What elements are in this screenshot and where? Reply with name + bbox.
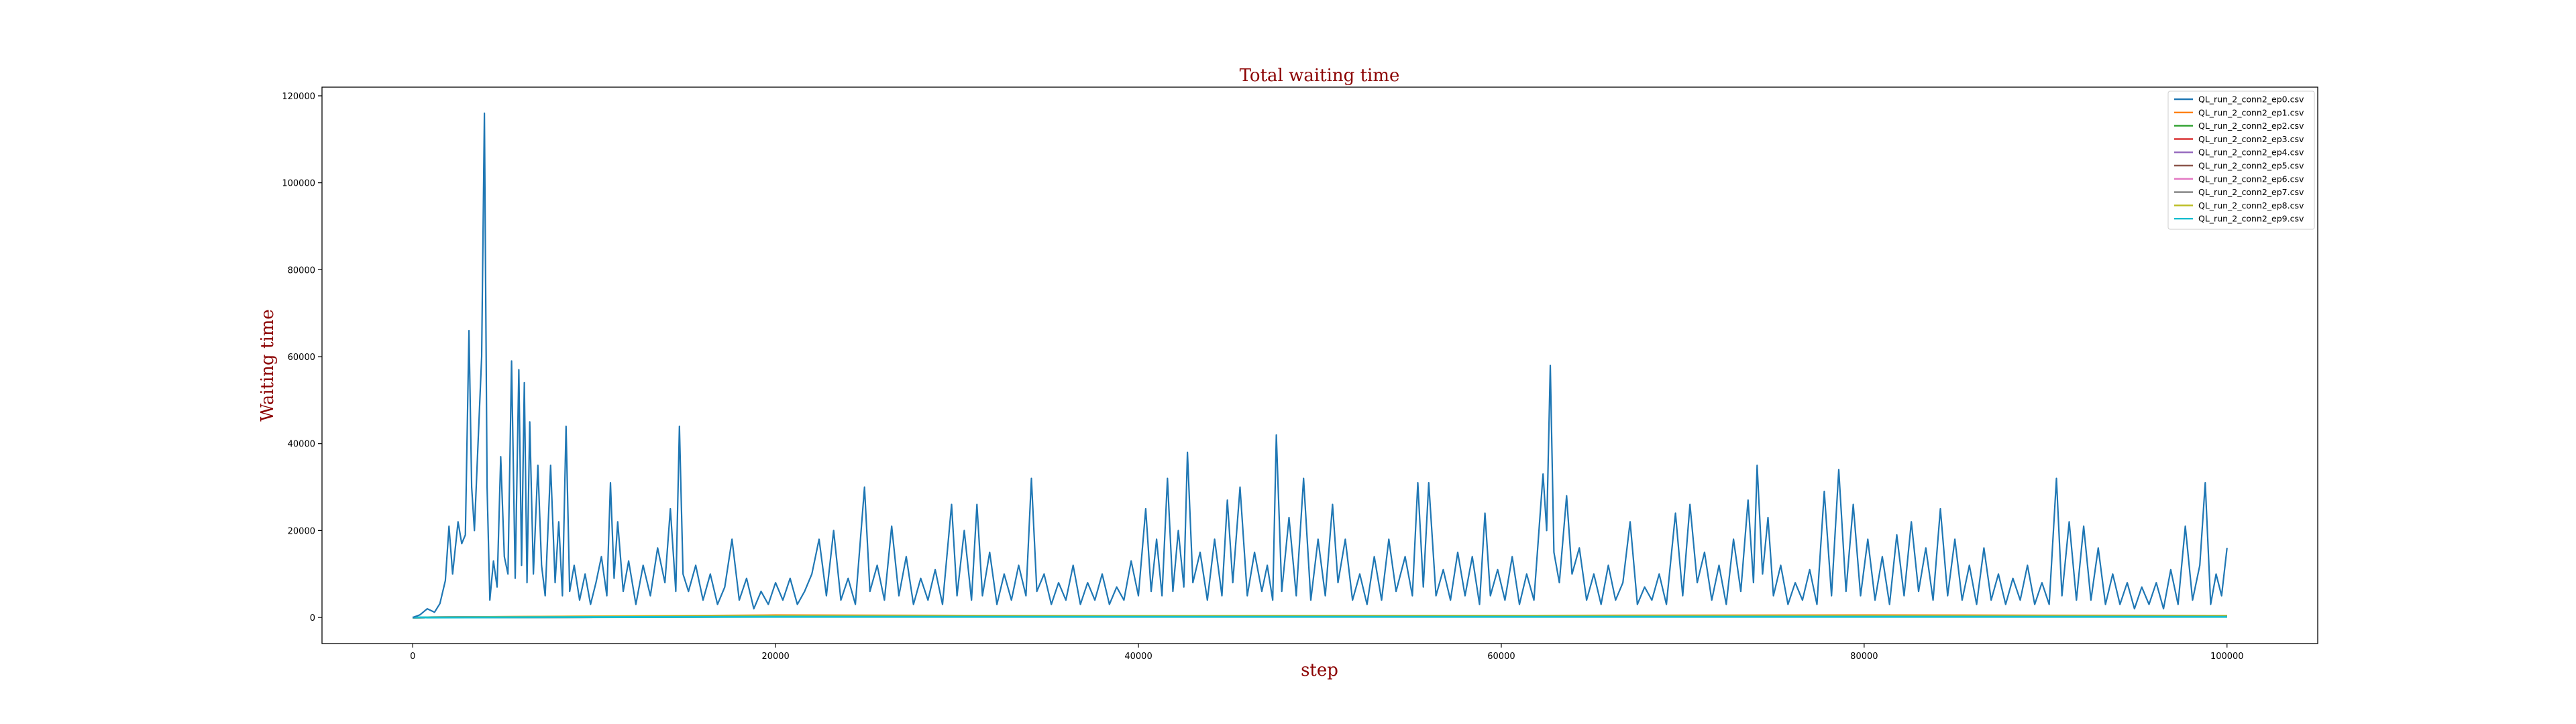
chart-title: Total waiting time [1240,66,1400,86]
plot-frame [321,86,2318,644]
legend-entry: QL_run_2_conn2_ep4.csv [2198,147,2304,158]
legend-box [2167,90,2315,230]
series-layer [412,112,2228,619]
y-tick-label: 0 [310,613,315,623]
x-tick-label: 100000 [2210,652,2244,662]
y-tick-label: 120000 [282,92,315,102]
y-axis-label: Waiting time [258,309,278,422]
legend-entry: QL_run_2_conn2_ep8.csv [2198,200,2304,210]
y-tick-label: 20000 [288,526,315,536]
x-tick-label: 60000 [1487,652,1515,662]
legend-entry: QL_run_2_conn2_ep2.csv [2198,121,2304,131]
legend: QL_run_2_conn2_ep0.csv QL_run_2_conn2_ep1… [2167,90,2315,230]
legend-entry: QL_run_2_conn2_ep0.csv [2198,95,2304,105]
axis-ticks: 0 20000 40000 60000 80000 100000 0 20000 40000 60… [282,92,2243,662]
legend-entry: QL_run_2_conn2_ep3.csv [2198,134,2304,144]
y-tick-label: 60000 [288,353,315,363]
legend-entry: QL_run_2_conn2_ep1.csv [2198,107,2304,117]
x-tick-label: 0 [410,652,415,662]
x-tick-label: 40000 [1124,652,1152,662]
x-tick-label: 20000 [761,652,789,662]
legend-entry: QL_run_2_conn2_ep5.csv [2198,161,2304,171]
y-tick-label: 80000 [288,265,315,276]
y-tick-label: 40000 [288,440,315,450]
legend-entry: QL_run_2_conn2_ep6.csv [2198,174,2304,184]
y-tick-label: 100000 [282,179,315,189]
legend-entry: QL_run_2_conn2_ep7.csv [2198,187,2304,197]
x-axis-label: step [1301,660,1338,680]
series-line [412,112,2228,619]
legend-entry: QL_run_2_conn2_ep9.csv [2198,214,2304,224]
x-tick-label: 80000 [1850,652,1878,662]
